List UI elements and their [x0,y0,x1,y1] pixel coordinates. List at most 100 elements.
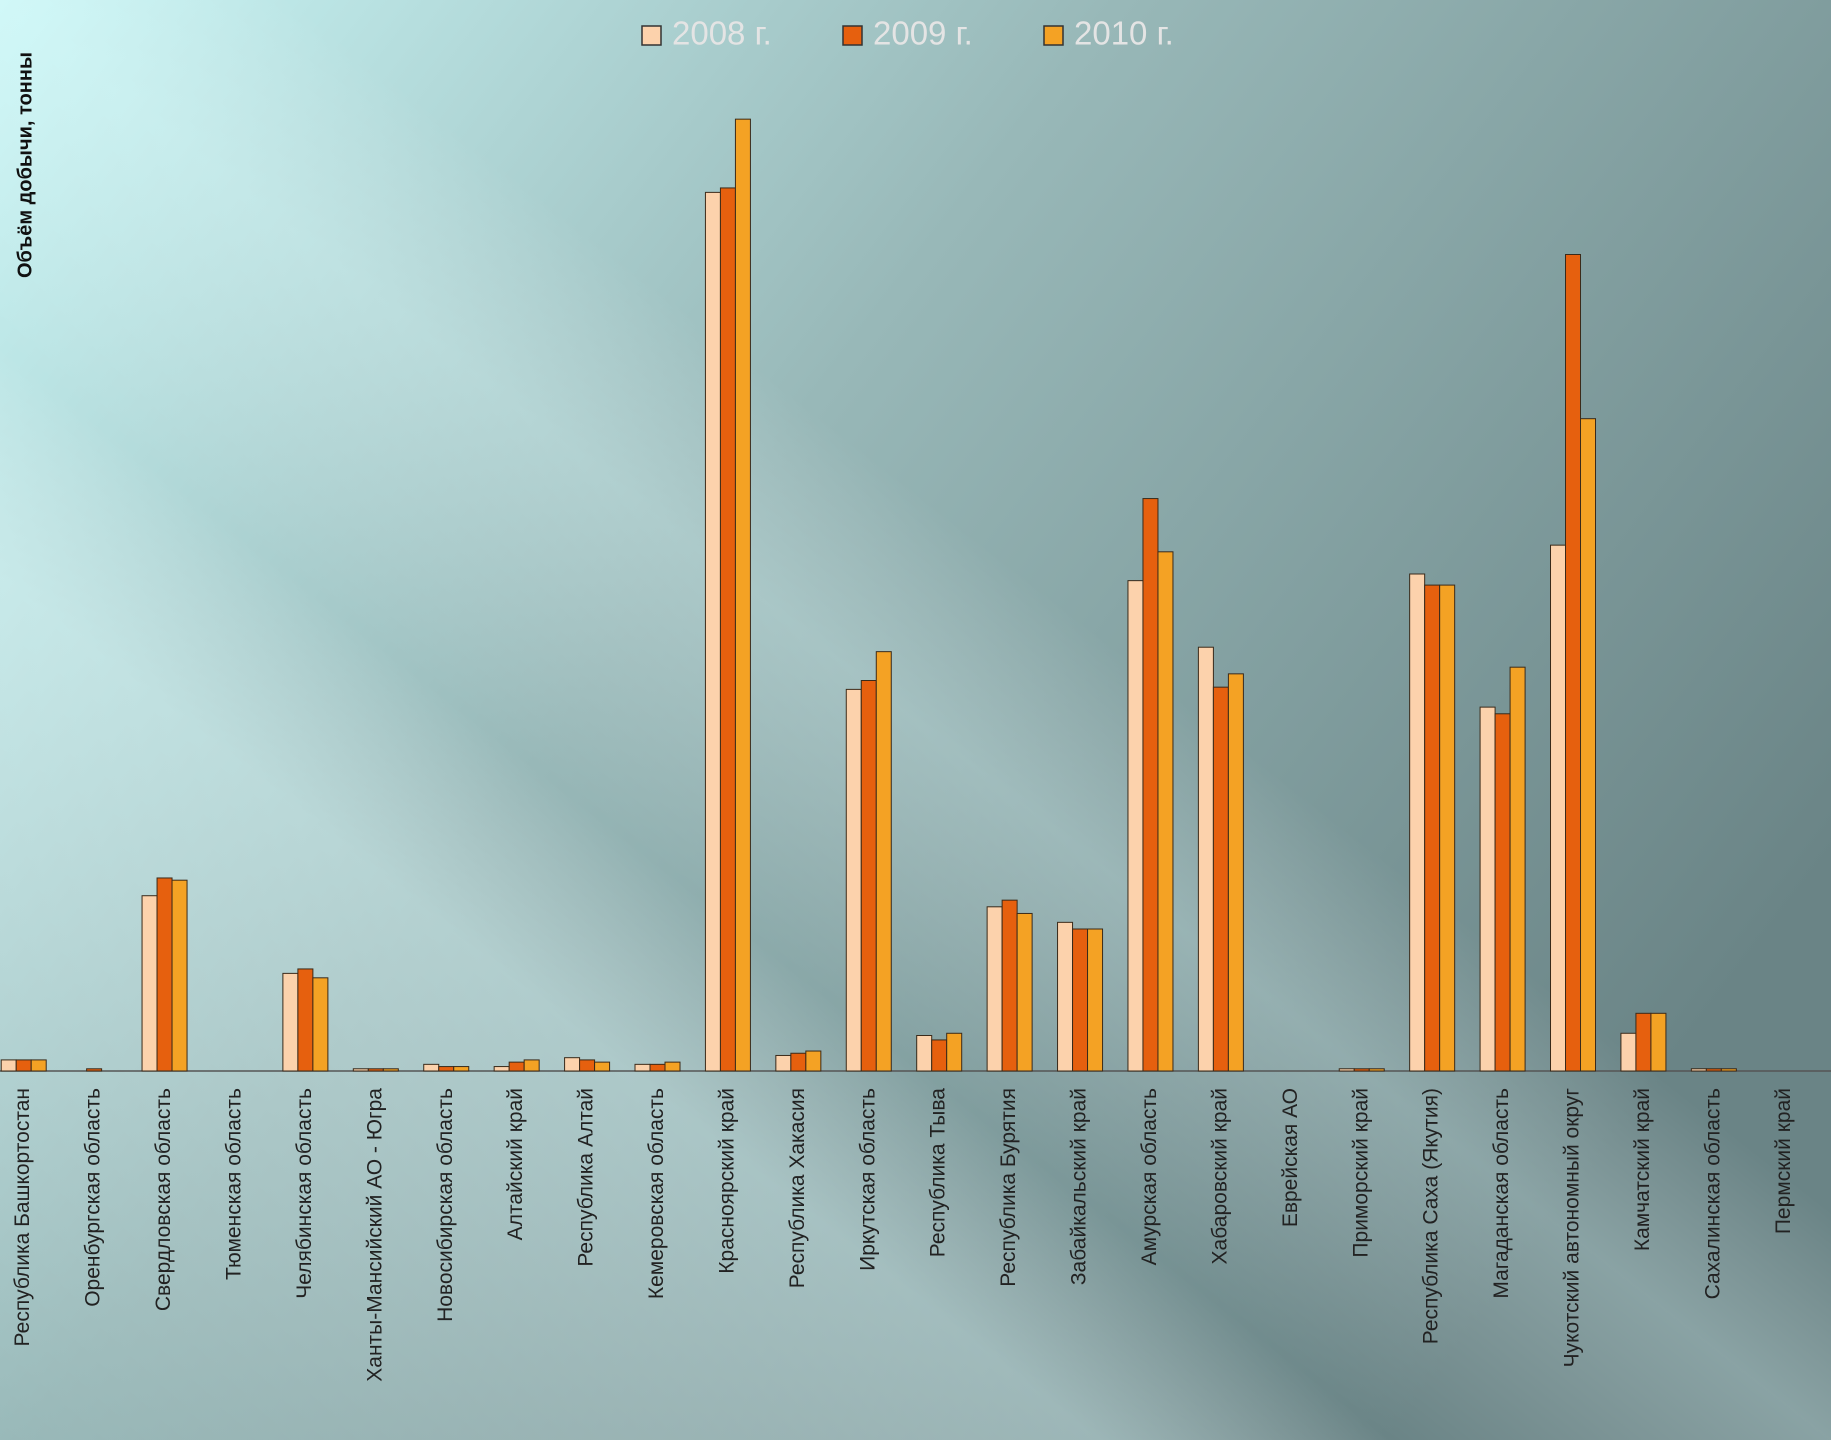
x-tick-label: Челябинская область [293,1088,316,1299]
bar [352,1068,369,1072]
bar [171,879,188,1072]
bar [805,1050,822,1072]
bar [312,977,329,1072]
legend-swatch [641,25,662,46]
bar [1001,899,1018,1072]
bar [1509,666,1526,1072]
x-tick-label: Республика Тыва [927,1088,950,1258]
bar [1635,1012,1652,1072]
legend-swatch [842,25,863,46]
bar [438,1066,455,1072]
bar [790,1052,807,1072]
x-tick-label: Республика Бурятия [997,1088,1020,1287]
x-tick-label: Красноярский край [715,1088,738,1274]
bar [1127,580,1144,1072]
bar [775,1054,792,1072]
bar [453,1066,470,1072]
bar [1580,418,1597,1072]
x-tick-label: Приморский край [1349,1088,1372,1258]
x-tick-label: Хабаровский край [1208,1088,1231,1264]
bar [734,118,751,1072]
x-tick-label: Иркутская область [856,1088,879,1271]
bar [931,1039,948,1072]
bar [282,972,299,1072]
bar [297,968,314,1072]
x-tick-label: Забайкальский край [1068,1088,1091,1285]
x-tick-label: Свердловская область [152,1088,175,1311]
bar [86,1068,103,1072]
bar [367,1068,384,1072]
bar [1072,928,1089,1072]
bar [634,1063,651,1072]
bar [1479,706,1496,1072]
x-tick-label: Сахалинская область [1701,1088,1724,1299]
bar [1650,1012,1667,1072]
bar [1142,498,1159,1072]
x-tick-label: Тюменская область [223,1088,246,1280]
x-tick-label: Магаданская область [1490,1088,1513,1299]
x-tick-label: Алтайский край [504,1088,527,1240]
bar [1620,1032,1637,1072]
x-tick-label: Еврейская АО [1279,1088,1302,1227]
x-tick-label: Республика Башкортостан [11,1088,34,1346]
bar [986,906,1003,1072]
bar [508,1061,525,1072]
bar [946,1032,963,1072]
bar [664,1061,681,1072]
bar [1157,551,1174,1072]
bar [1197,646,1214,1072]
bar [382,1068,399,1072]
x-tick-label: Республика Саха (Якутия) [1420,1088,1443,1344]
x-tick-label: Ханты-Мансийский АО - Югра [363,1088,386,1382]
bar [30,1059,47,1072]
x-tick-label: Новосибирская область [434,1088,457,1322]
bar [719,187,736,1072]
bar [1057,921,1074,1072]
bar [1016,912,1033,1072]
x-tick-label: Республика Алтай [575,1088,598,1267]
bar [1439,584,1456,1072]
bar [1409,573,1426,1072]
bar [1424,584,1441,1072]
x-tick-label: Амурская область [1138,1088,1161,1265]
bar [1690,1068,1707,1072]
bar [523,1059,540,1072]
bar [493,1066,510,1072]
legend-label: 2010 г. [1074,15,1174,52]
bar [875,651,892,1072]
bar [916,1035,933,1072]
bar [15,1059,32,1072]
y-axis-title: Объём добычи, тонны [14,52,36,278]
bar [1705,1068,1722,1072]
bar [1550,544,1567,1072]
bar [156,877,173,1072]
bar [1212,686,1229,1072]
legend-swatch [1043,25,1064,46]
x-tick-label: Пермский край [1772,1088,1795,1234]
bar [1353,1068,1370,1072]
legend-label: 2008 г. [672,15,772,52]
bar [845,688,862,1072]
bar [0,1059,17,1072]
bar [649,1063,666,1072]
bar [141,895,158,1072]
bar [1227,673,1244,1072]
bar [1087,928,1104,1072]
bar [1494,713,1511,1072]
bar [423,1063,440,1072]
bar [1565,254,1582,1072]
bar [564,1057,581,1072]
x-tick-label: Чукотский автономный округ [1561,1088,1584,1368]
bar [860,680,877,1072]
bar [704,191,721,1072]
bar [594,1061,611,1072]
x-tick-label: Кемеровская область [645,1088,668,1299]
bar [579,1059,596,1072]
bar [1720,1068,1737,1072]
x-tick-label: Оренбургская область [82,1088,105,1307]
bar [1338,1068,1355,1072]
legend-label: 2009 г. [873,15,973,52]
bar [1368,1068,1385,1072]
x-tick-label: Республика Хакасия [786,1088,809,1288]
